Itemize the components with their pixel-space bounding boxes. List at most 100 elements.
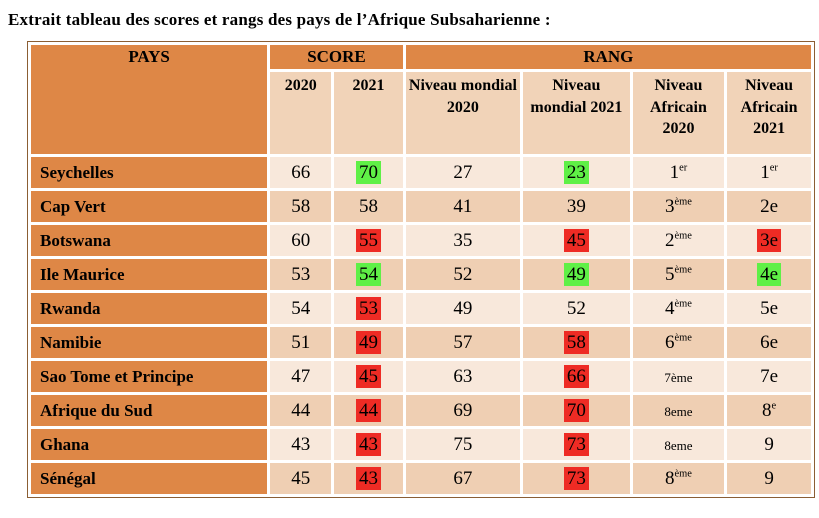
mondial-2020-cell: 75 [405, 429, 521, 460]
table-row: Ile Maurice 53 54 52 49 5ème 4e [31, 259, 811, 290]
africain-2020-cell: 8ème [632, 463, 725, 494]
country-cell: Afrique du Sud [31, 395, 268, 426]
cell-value: 54 [291, 297, 311, 319]
africain-2021-cell: 4e [727, 259, 811, 290]
cell-value: 3e [757, 228, 782, 252]
country-cell: Namibie [31, 327, 268, 358]
score-2021-cell: 55 [334, 225, 403, 256]
mondial-2020-cell: 69 [405, 395, 521, 426]
cell-value: 4ème [664, 297, 692, 319]
cell-value: 60 [291, 229, 311, 251]
cell-value: 2ème [664, 229, 692, 251]
cell-value: 8eme [664, 403, 693, 419]
country-cell: Ghana [31, 429, 268, 460]
cell-value: 3ème [664, 195, 692, 217]
table-row: Botswana 60 55 35 45 2ème 3e [31, 225, 811, 256]
table-row: Sénégal 45 43 67 73 8ème 9 [31, 463, 811, 494]
mondial-2020-cell: 49 [405, 293, 521, 324]
cell-value: 58 [291, 195, 311, 217]
cell-value: 70 [355, 160, 381, 184]
table-row: Seychelles 66 70 27 23 1er 1er [31, 157, 811, 188]
africain-2021-cell: 3e [727, 225, 811, 256]
score-2020-cell: 60 [270, 225, 332, 256]
sub-header-niveau-africain-2021: Niveau Africain 2021 [727, 72, 811, 154]
mondial-2021-cell: 49 [523, 259, 630, 290]
ordinal-suffix: er [769, 162, 778, 174]
mondial-2021-cell: 73 [523, 463, 630, 494]
cell-value: 75 [453, 433, 473, 455]
table-row: Afrique du Sud 44 44 69 70 8eme 8e [31, 395, 811, 426]
cell-value: 49 [355, 330, 381, 354]
africain-2020-cell: 3ème [632, 191, 725, 222]
cell-value: 45 [355, 364, 381, 388]
africain-2020-cell: 5ème [632, 259, 725, 290]
cell-value: 55 [355, 228, 381, 252]
cell-value: 6ème [664, 331, 692, 353]
cell-value: 7e [760, 365, 779, 387]
mondial-2020-cell: 27 [405, 157, 521, 188]
table-header: PAYS SCORE RANG 2020 2021 Niveau mondial… [31, 45, 811, 154]
africain-2021-cell: 6e [727, 327, 811, 358]
cell-value: 58 [358, 195, 378, 217]
score-2021-cell: 44 [334, 395, 403, 426]
cell-value: 57 [453, 331, 473, 353]
cell-value: 9 [764, 433, 774, 455]
cell-value: 73 [563, 466, 589, 490]
africain-2020-cell: 6ème [632, 327, 725, 358]
cell-value: 1er [760, 161, 778, 183]
country-cell: Ile Maurice [31, 259, 268, 290]
score-2020-cell: 66 [270, 157, 332, 188]
mondial-2020-cell: 41 [405, 191, 521, 222]
cell-value: 27 [453, 161, 473, 183]
cell-value: 44 [291, 399, 311, 421]
header-row-sub: 2020 2021 Niveau mondial 2020 Niveau mon… [31, 72, 811, 154]
mondial-2021-cell: 66 [523, 361, 630, 392]
score-2021-cell: 54 [334, 259, 403, 290]
cell-value: 52 [453, 263, 473, 285]
sub-header-niveau-africain-2020: Niveau Africain 2020 [632, 72, 725, 154]
score-2020-cell: 51 [270, 327, 332, 358]
cell-value: 53 [355, 296, 381, 320]
score-2021-cell: 43 [334, 463, 403, 494]
mondial-2021-cell: 70 [523, 395, 630, 426]
cell-value: 43 [355, 432, 381, 456]
score-2021-cell: 43 [334, 429, 403, 460]
cell-value: 5ème [664, 263, 692, 285]
mondial-2021-cell: 73 [523, 429, 630, 460]
ordinal-suffix: ème [674, 468, 692, 480]
sub-header-niveau-mondial-2020: Niveau mondial 2020 [405, 72, 521, 154]
mondial-2020-cell: 63 [405, 361, 521, 392]
cell-value: 39 [566, 195, 586, 217]
africain-2021-cell: 2e [727, 191, 811, 222]
country-cell: Sao Tome et Principe [31, 361, 268, 392]
mondial-2020-cell: 57 [405, 327, 521, 358]
cell-value: 63 [453, 365, 473, 387]
mondial-2021-cell: 39 [523, 191, 630, 222]
cell-value: 45 [291, 467, 311, 489]
score-2020-cell: 44 [270, 395, 332, 426]
cell-value: 73 [563, 432, 589, 456]
cell-value: 4e [757, 262, 782, 286]
mondial-2020-cell: 52 [405, 259, 521, 290]
table-body: Seychelles 66 70 27 23 1er 1er Cap Vert 58 58 41 39… [31, 157, 811, 494]
cell-value: 52 [566, 297, 586, 319]
mondial-2021-cell: 23 [523, 157, 630, 188]
cell-value: 6e [760, 331, 779, 353]
score-2021-cell: 58 [334, 191, 403, 222]
cell-value: 7ème [664, 369, 693, 385]
cell-value: 5e [760, 297, 779, 319]
table-row: Rwanda 54 53 49 52 4ème 5e [31, 293, 811, 324]
mondial-2021-cell: 52 [523, 293, 630, 324]
cell-value: 43 [291, 433, 311, 455]
cell-value: 35 [453, 229, 473, 251]
ordinal-suffix: ème [674, 332, 692, 344]
mondial-2021-cell: 58 [523, 327, 630, 358]
score-2021-cell: 49 [334, 327, 403, 358]
cell-value: 54 [355, 262, 381, 286]
country-cell: Seychelles [31, 157, 268, 188]
cell-value: 43 [355, 466, 381, 490]
mondial-2020-cell: 67 [405, 463, 521, 494]
page-title: Extrait tableau des scores et rangs des … [8, 10, 551, 29]
africain-2021-cell: 8e [727, 395, 811, 426]
africain-2021-cell: 9 [727, 429, 811, 460]
